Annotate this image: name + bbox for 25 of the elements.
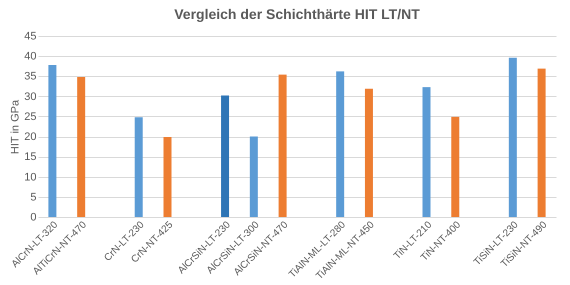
y-tick-label: 5 [30,191,36,204]
y-axis-title: HIT in GPa [9,99,22,154]
y-tick-label: 45 [24,30,36,42]
bar [250,136,258,217]
y-tick-label: 35 [24,70,36,83]
bar [221,96,230,217]
y-tick-label: 40 [24,50,36,63]
bar [364,88,373,217]
y-tick-label: 0 [30,212,36,224]
chart-title: Vergleich der Schichthärte HIT LT/NT [174,6,420,22]
bar [538,68,546,217]
bar [48,64,56,217]
bar [134,117,143,217]
y-tick-label: 25 [24,110,36,123]
y-tick-label: 10 [24,171,36,184]
bar [451,116,460,217]
y-tick-label: 20 [24,131,36,144]
bar [422,87,430,217]
y-tick-label: 15 [24,151,36,164]
bar [508,58,517,217]
y-tick-label: 30 [24,90,36,103]
bar [77,77,86,217]
bar [164,136,172,217]
bar [336,71,344,217]
bar [278,74,287,217]
